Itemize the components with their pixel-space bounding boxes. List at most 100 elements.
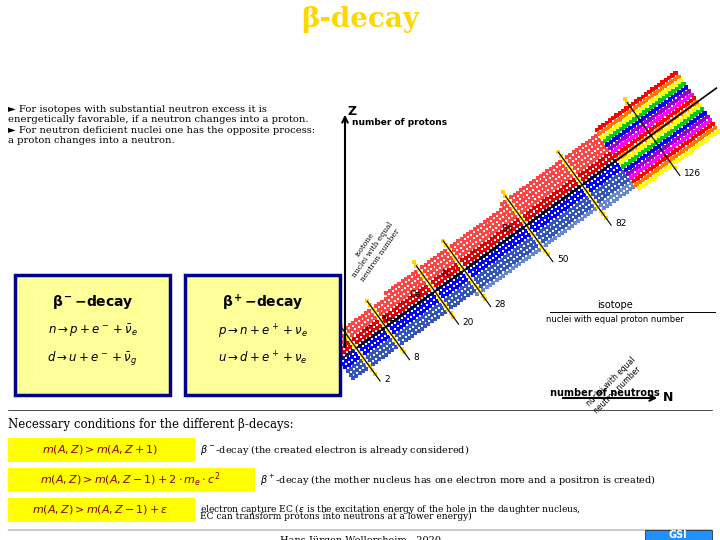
Polygon shape — [539, 196, 544, 200]
Polygon shape — [453, 241, 457, 246]
Polygon shape — [544, 209, 548, 213]
Text: electron capture EC ($\varepsilon$ is the excitation energy of the hole in the d: electron capture EC ($\varepsilon$ is th… — [200, 502, 581, 516]
Polygon shape — [333, 345, 338, 349]
Polygon shape — [670, 129, 675, 133]
Polygon shape — [533, 228, 537, 232]
Polygon shape — [361, 314, 365, 318]
Polygon shape — [698, 126, 702, 130]
Polygon shape — [433, 284, 438, 287]
Polygon shape — [423, 263, 428, 267]
Polygon shape — [498, 276, 502, 280]
Polygon shape — [495, 223, 498, 227]
Polygon shape — [642, 166, 647, 170]
Polygon shape — [491, 253, 495, 257]
Polygon shape — [656, 95, 660, 99]
Polygon shape — [444, 271, 448, 274]
Polygon shape — [621, 170, 625, 174]
Polygon shape — [713, 126, 717, 130]
Polygon shape — [444, 298, 448, 302]
Polygon shape — [426, 273, 430, 276]
Polygon shape — [589, 160, 593, 164]
Polygon shape — [443, 255, 446, 259]
Polygon shape — [348, 373, 353, 376]
Polygon shape — [518, 249, 523, 254]
Polygon shape — [654, 168, 659, 173]
Polygon shape — [617, 117, 621, 122]
Polygon shape — [638, 152, 642, 157]
Polygon shape — [538, 241, 541, 246]
Polygon shape — [704, 127, 708, 131]
Polygon shape — [657, 89, 661, 93]
Polygon shape — [391, 342, 395, 346]
Polygon shape — [580, 161, 583, 165]
Polygon shape — [644, 126, 647, 130]
Polygon shape — [670, 73, 675, 78]
Polygon shape — [662, 118, 667, 122]
Polygon shape — [552, 220, 556, 224]
Polygon shape — [625, 134, 629, 138]
Polygon shape — [358, 372, 361, 375]
Polygon shape — [693, 118, 697, 123]
Polygon shape — [661, 158, 666, 162]
Polygon shape — [683, 98, 687, 102]
Polygon shape — [628, 104, 632, 108]
Polygon shape — [356, 356, 361, 360]
Polygon shape — [639, 119, 642, 123]
Polygon shape — [478, 235, 482, 239]
Polygon shape — [619, 127, 624, 131]
Polygon shape — [657, 138, 662, 143]
Polygon shape — [514, 208, 518, 213]
Polygon shape — [600, 197, 604, 200]
Polygon shape — [665, 87, 670, 92]
Polygon shape — [690, 114, 694, 119]
Polygon shape — [479, 284, 483, 288]
Polygon shape — [538, 214, 541, 218]
Polygon shape — [641, 123, 645, 126]
Polygon shape — [599, 175, 603, 179]
Polygon shape — [498, 248, 502, 252]
Polygon shape — [474, 237, 479, 241]
Polygon shape — [336, 354, 339, 359]
Polygon shape — [549, 217, 554, 220]
Polygon shape — [621, 164, 626, 168]
Polygon shape — [357, 350, 361, 354]
Polygon shape — [647, 145, 652, 150]
Polygon shape — [669, 113, 673, 118]
Polygon shape — [325, 340, 329, 344]
Polygon shape — [562, 179, 567, 183]
Polygon shape — [402, 323, 406, 327]
Polygon shape — [441, 273, 445, 276]
Polygon shape — [558, 194, 562, 198]
Polygon shape — [569, 208, 572, 212]
Polygon shape — [469, 264, 473, 267]
Polygon shape — [439, 285, 444, 289]
Polygon shape — [639, 113, 643, 117]
Polygon shape — [362, 357, 366, 361]
Polygon shape — [558, 166, 562, 170]
Polygon shape — [597, 199, 600, 203]
Polygon shape — [688, 99, 693, 103]
Polygon shape — [484, 264, 488, 268]
Polygon shape — [662, 96, 666, 100]
Polygon shape — [509, 229, 513, 233]
Polygon shape — [670, 163, 674, 167]
Polygon shape — [439, 257, 444, 261]
Polygon shape — [631, 129, 636, 134]
Polygon shape — [546, 213, 551, 217]
Polygon shape — [415, 319, 418, 323]
Polygon shape — [617, 145, 621, 149]
Polygon shape — [654, 119, 657, 123]
Polygon shape — [610, 190, 613, 193]
Polygon shape — [626, 116, 631, 120]
Polygon shape — [594, 195, 598, 199]
Polygon shape — [647, 151, 651, 156]
Polygon shape — [685, 129, 690, 133]
Polygon shape — [522, 192, 526, 196]
Polygon shape — [657, 89, 661, 93]
Polygon shape — [544, 181, 548, 185]
Polygon shape — [647, 96, 651, 100]
Polygon shape — [518, 228, 522, 232]
Polygon shape — [645, 136, 650, 140]
Polygon shape — [688, 105, 693, 109]
Polygon shape — [407, 308, 410, 312]
